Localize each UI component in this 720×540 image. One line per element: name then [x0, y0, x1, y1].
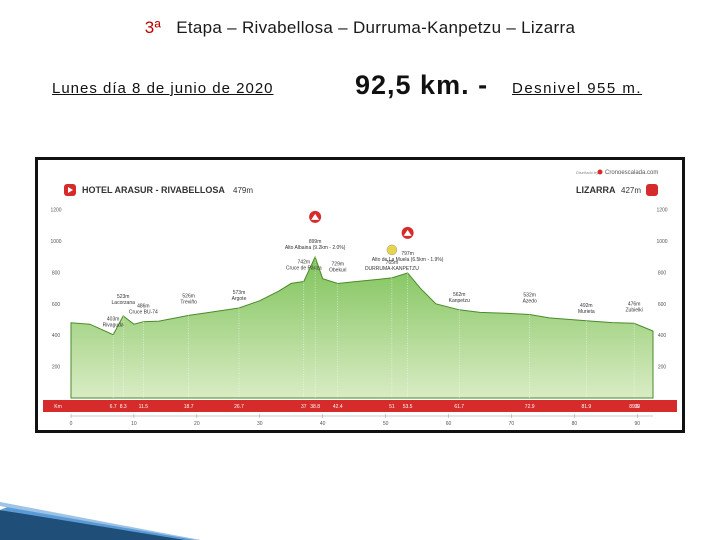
title-part3: Durruma-Kanpetzu: [352, 18, 502, 37]
point-alt-label: 532m: [523, 292, 536, 298]
km-mark-label: 37: [301, 404, 307, 410]
title-stage: 3ª: [144, 18, 162, 37]
point-alt-label: 797m: [401, 251, 414, 257]
sprint-pin-icon: [386, 244, 398, 256]
km-mark-label: 81.9: [581, 404, 591, 410]
mountain-icon: [311, 213, 320, 220]
point-alt-label: 562m: [453, 292, 466, 298]
point-alt-label: 899m: [309, 239, 322, 245]
title-sep: –: [333, 18, 353, 37]
point-name-label: Alto de La Muela (6.5km - 1.9%): [372, 257, 444, 263]
km-mark-label: 61.7: [454, 404, 464, 410]
point-name-label: Argote: [232, 296, 247, 302]
point-alt-label: 476m: [628, 301, 641, 307]
point-name-label: Cruce BU-74: [129, 310, 158, 316]
start-alt: 479m: [233, 186, 253, 195]
point-alt-label: 765m: [386, 260, 399, 266]
profile-frame: 1200 1200 1000 1000 800 800 600 600 400 400 200 200…: [35, 157, 685, 433]
km-mark-label: 18.7: [184, 404, 194, 410]
y-tick-label-right: 600: [658, 302, 667, 308]
km-mark-label: 90: [634, 404, 640, 410]
point-name-label: Zubielki: [626, 307, 643, 313]
x-tick-label: 0: [70, 421, 73, 427]
x-tick-label: 50: [383, 421, 389, 427]
km-mark-label: 53.5: [403, 404, 413, 410]
x-tick-label: 30: [257, 421, 263, 427]
point-name-label: Alto Albaina (9.2km - 2.0%): [285, 245, 346, 251]
page-title: 3ª Etapa – Rivabellosa – Durruma-Kanpetz…: [0, 18, 720, 38]
km-mark-label: 6.7: [110, 404, 117, 410]
stage-distance: 92,5 km. -: [355, 70, 489, 100]
brand-logo-icon: [597, 169, 603, 175]
km-mark-label: 42.4: [333, 404, 343, 410]
y-tick-label-right: 1200: [656, 208, 667, 214]
start-label: HOTEL ARASUR - RIVABELLOSA: [82, 185, 225, 195]
end-alt: 427m: [621, 186, 641, 195]
finish-marker-icon: [646, 184, 658, 196]
km-mark-label: 51: [389, 404, 395, 410]
km-mark-label: 26.7: [234, 404, 244, 410]
point-name-label: Treviño: [180, 299, 197, 305]
y-tick-label-left: 800: [52, 270, 61, 276]
end-label: LIZARRA: [576, 185, 616, 195]
stage-desnivel: Desnivel 955 m.: [512, 80, 643, 97]
brand-name: Cronoescalada.com: [605, 170, 658, 176]
point-alt-label: 573m: [233, 290, 246, 296]
stage-date: Lunes día 8 de junio de 2020: [52, 80, 274, 97]
point-alt-label: 486m: [137, 304, 150, 310]
x-tick-label: 10: [131, 421, 137, 427]
point-alt-label: 526m: [182, 293, 195, 299]
x-tick-label: 70: [509, 421, 515, 427]
point-alt-label: 492m: [580, 303, 593, 309]
title-part4: Lizarra: [521, 18, 576, 37]
km-mark-label: 8.3: [120, 404, 127, 410]
point-alt-label: 523m: [117, 294, 130, 300]
y-tick-label-left: 1200: [50, 208, 61, 214]
title-part2: Rivabellosa: [241, 18, 334, 37]
y-tick-label-left: 1000: [50, 239, 61, 245]
y-tick-label-right: 400: [658, 333, 667, 339]
point-name-label: Cruce de Páriza: [286, 266, 322, 272]
corner-decoration: [0, 502, 200, 540]
km-mark-label: 38.8: [310, 404, 320, 410]
mountain-icon: [403, 229, 412, 236]
title-sep: –: [222, 18, 242, 37]
elevation-area: [70, 255, 654, 399]
point-name-label: Rivaguda: [103, 323, 124, 329]
x-tick-label: 90: [634, 421, 640, 427]
point-name-label: Murieta: [578, 309, 595, 315]
point-alt-label: 742m: [298, 260, 311, 266]
km-mark-label: 72.9: [525, 404, 535, 410]
point-name-label: Obekuri: [329, 268, 347, 274]
y-tick-label-left: 200: [52, 365, 61, 371]
km-mark-label: 89.5: [629, 404, 639, 410]
y-tick-label-right: 1000: [656, 239, 667, 245]
start-play-icon: [68, 187, 73, 193]
point-name-label: DURRUMA-KANPETZU: [365, 266, 419, 272]
y-tick-label-right: 800: [658, 270, 667, 276]
km-bar-label: Km: [54, 404, 62, 410]
point-name-label: Kanpetzu: [449, 298, 470, 304]
y-tick-label-right: 200: [658, 365, 667, 371]
x-tick-label: 80: [572, 421, 578, 427]
point-alt-label: 729m: [332, 262, 345, 268]
brand-prefix: Diseñado by: [576, 170, 598, 175]
x-tick-label: 20: [194, 421, 200, 427]
km-bar: [43, 400, 677, 412]
km-mark-label: 11.5: [139, 404, 149, 410]
point-name-label: Lacorzana: [112, 300, 136, 306]
point-alt-label: 403m: [107, 317, 120, 323]
x-tick-label: 60: [446, 421, 452, 427]
y-tick-label-left: 600: [52, 302, 61, 308]
x-tick-label: 40: [320, 421, 326, 427]
title-sep: –: [501, 18, 522, 37]
title-part1: Etapa: [176, 18, 223, 37]
y-tick-label-left: 400: [52, 333, 61, 339]
point-name-label: Azedo: [523, 298, 537, 304]
